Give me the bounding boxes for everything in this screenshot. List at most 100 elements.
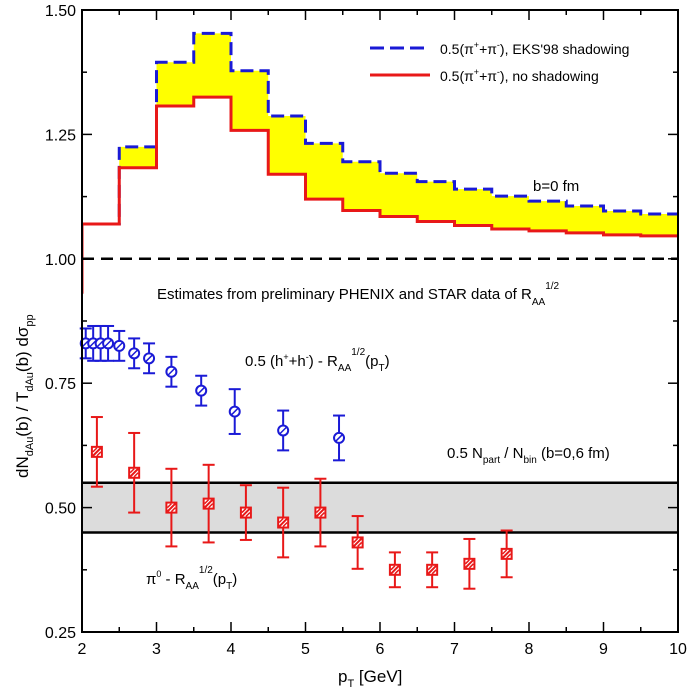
marker-circle-slash: [197, 387, 205, 395]
marker-circle-slash: [279, 426, 287, 435]
axes-group: 2 3 4 5 6 7 8 9 10 0.25 0.50 0.75 1.00 1.25 1.50: [45, 3, 687, 658]
y-tick-label: 1.50: [45, 3, 76, 20]
hadron-point-5: [128, 337, 141, 370]
marker-square-hatch: [129, 468, 139, 478]
marker-square-hatch: [92, 447, 102, 457]
marker-square-hatch: [427, 565, 437, 575]
marker-square-hatch: [278, 517, 288, 528]
marker-square-hatch: [170, 507, 176, 513]
marker-square-hatch: [394, 569, 400, 575]
legend-label-noshadow: 0.5(π++π-), no shadowing: [440, 67, 599, 84]
pion-point-2: [165, 467, 178, 548]
marker-square-hatch: [353, 537, 359, 543]
marker-circle-slash: [130, 349, 138, 357]
marker-square-hatch: [357, 541, 363, 547]
x-axis-title: pT [GeV]: [338, 667, 402, 690]
marker-circle-slash: [145, 354, 153, 362]
hadron-point-11: [333, 414, 346, 462]
eks-shadowing-curve: [82, 31, 678, 294]
x-tick-label: 2: [78, 641, 87, 658]
pion-point-4: [239, 484, 252, 541]
marker-circle-slash: [104, 339, 112, 347]
pion-point-7: [351, 515, 364, 570]
x-tick-label: 6: [376, 641, 385, 658]
marker-circle-slash: [115, 342, 123, 350]
marker-square-hatch: [502, 549, 508, 555]
legend: 0.5(π++π-), EKS'98 shadowing 0.5(π++π-),…: [370, 40, 629, 84]
pion-point-1: [128, 431, 141, 514]
marker-square-hatch: [501, 549, 512, 559]
pion-point-3: [202, 463, 215, 544]
hadron-point-3: [102, 324, 115, 362]
annotation-b0: b=0 fm: [533, 178, 579, 195]
y-tick-label: 1.25: [45, 127, 76, 144]
hadron-point-10: [277, 409, 290, 452]
hadron-point-7: [165, 355, 178, 388]
marker-square-hatch: [315, 508, 321, 514]
pion-point-11: [500, 529, 513, 579]
y-tick-label: 0.50: [45, 501, 76, 518]
marker-square-hatch: [241, 507, 251, 518]
x-tick-label: 10: [669, 641, 687, 658]
marker-square-hatch: [319, 512, 325, 518]
marker-square-hatch: [92, 447, 98, 453]
annotation-pion-label: π0 - RAA1/2(pT): [146, 565, 237, 592]
marker-square-hatch: [203, 498, 214, 509]
x-tick-label: 9: [599, 641, 608, 658]
pion-point-8: [388, 551, 401, 589]
shadowing-fill-group: [82, 33, 678, 236]
x-tick-label: 3: [152, 641, 161, 658]
hadron-point-9: [228, 388, 241, 435]
marker-square-hatch: [245, 512, 251, 518]
pion-point-0: [90, 416, 103, 488]
marker-square-hatch: [208, 503, 214, 509]
pion-point-9: [426, 551, 439, 589]
marker-circle-slash: [231, 408, 239, 416]
marker-square-hatch: [204, 499, 210, 505]
marker-square-hatch: [506, 553, 512, 559]
pion-point-6: [314, 477, 327, 548]
shadowing-fill: [82, 33, 678, 236]
no-shadowing-curve: [82, 95, 678, 294]
curves-group: [82, 31, 678, 294]
x-tick-label: 4: [227, 641, 236, 658]
data-points-group: [79, 324, 513, 590]
npart-band: [82, 482, 678, 533]
marker-square-hatch: [96, 451, 102, 457]
marker-square-hatch: [464, 559, 470, 565]
marker-circle-slash: [167, 368, 175, 376]
annotation-band-label: 0.5 Npart / Nbin (b=0,6 fm): [447, 445, 610, 466]
marker-square-hatch: [166, 503, 172, 509]
hadron-point-4: [113, 329, 126, 362]
marker-square-hatch: [241, 508, 247, 514]
marker-square-hatch: [166, 502, 177, 513]
annotation-estimates: Estimates from preliminary PHENIX and ST…: [157, 281, 560, 308]
marker-square-hatch: [464, 559, 475, 569]
marker-square-hatch: [468, 563, 474, 569]
marker-circle-slash: [335, 434, 343, 442]
marker-square-hatch: [282, 521, 288, 528]
marker-square-hatch: [352, 537, 363, 548]
x-tick-label: 8: [525, 641, 534, 658]
y-tick-label: 0.75: [45, 376, 76, 393]
y-tick-label: 0.25: [45, 625, 76, 642]
pion-point-10: [463, 537, 476, 590]
y-tick-label: 1.00: [45, 252, 76, 269]
marker-square-hatch: [390, 565, 396, 571]
annotation-hadron-label: 0.5 (h++h-) - RAA1/2(pT): [245, 347, 390, 374]
pion-point-5: [277, 486, 290, 559]
band-group: [82, 481, 678, 534]
hadron-point-8: [195, 374, 208, 407]
x-tick-label: 5: [301, 641, 310, 658]
marker-square-hatch: [278, 517, 284, 524]
marker-square-hatch: [133, 472, 139, 478]
marker-square-hatch: [427, 565, 433, 571]
x-tick-label: 7: [450, 641, 459, 658]
marker-square-hatch: [315, 507, 326, 518]
hadron-point-6: [143, 342, 156, 375]
marker-square-hatch: [390, 565, 400, 575]
legend-label-eks: 0.5(π++π-), EKS'98 shadowing: [440, 40, 629, 57]
marker-square-hatch: [129, 468, 135, 474]
y-axis-title: dNdAu(b) / TdAu(b) dσpp: [13, 314, 36, 478]
